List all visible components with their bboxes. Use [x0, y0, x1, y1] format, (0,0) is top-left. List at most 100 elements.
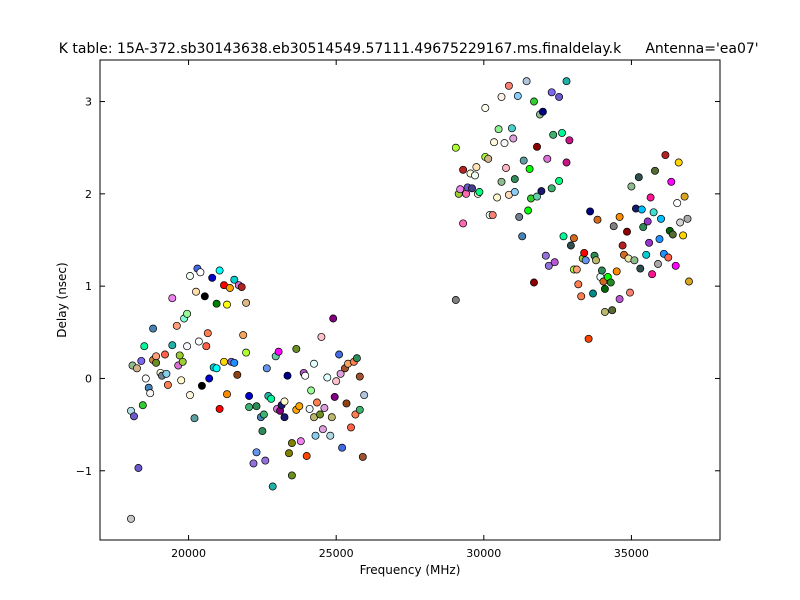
data-point: [685, 277, 693, 286]
data-point: [245, 392, 254, 400]
data-point: [203, 329, 212, 338]
data-point: [192, 287, 200, 296]
data-point: [225, 284, 234, 292]
data-point: [504, 81, 513, 90]
data-point: [558, 128, 566, 137]
data-point: [522, 77, 531, 86]
data-point: [223, 300, 231, 309]
data-point: [646, 193, 655, 202]
data-point: [137, 356, 146, 365]
data-point: [671, 261, 680, 270]
data-point: [280, 397, 289, 406]
data-point: [559, 232, 568, 241]
data-point: [233, 370, 242, 379]
data-point: [183, 342, 192, 351]
data-point: [664, 253, 673, 262]
data-point: [239, 331, 248, 340]
data-point: [301, 371, 310, 380]
chart-subtitle: Antenna='ea07': [645, 41, 758, 57]
data-point: [292, 344, 301, 353]
x-tick-label: 35000: [614, 547, 649, 560]
data-point: [267, 394, 276, 403]
data-point: [513, 92, 522, 100]
data-point: [683, 214, 692, 223]
data-point: [146, 389, 155, 398]
data-point: [589, 289, 597, 298]
axes-background: [100, 60, 720, 540]
data-point: [636, 264, 645, 273]
data-point: [654, 260, 662, 268]
data-point: [205, 374, 214, 383]
data-point: [676, 218, 685, 227]
data-point: [500, 139, 509, 148]
data-point: [510, 175, 519, 184]
data-point: [132, 364, 141, 373]
data-point: [634, 173, 643, 182]
data-point: [208, 273, 217, 282]
data-point: [462, 189, 471, 198]
data-point: [657, 214, 665, 223]
data-point: [168, 341, 177, 350]
data-point: [280, 413, 289, 422]
data-point: [130, 412, 138, 421]
data-point: [572, 265, 581, 274]
data-point: [510, 188, 519, 196]
data-point: [584, 334, 593, 343]
data-point: [336, 369, 345, 378]
data-point: [327, 413, 336, 422]
data-point: [360, 391, 369, 400]
data-point: [305, 404, 314, 413]
data-point: [661, 151, 670, 160]
data-point: [307, 386, 316, 395]
data-point: [310, 359, 318, 368]
data-point: [220, 357, 228, 366]
data-point: [138, 401, 147, 410]
data-point: [149, 324, 158, 333]
data-point: [547, 88, 556, 97]
data-point: [612, 267, 621, 276]
y-tick-label: 0: [85, 372, 92, 385]
data-point: [140, 342, 149, 351]
data-point: [313, 398, 321, 407]
data-point: [323, 373, 332, 382]
data-point: [342, 399, 351, 408]
data-point: [134, 464, 143, 472]
data-point: [538, 107, 547, 116]
data-point: [459, 165, 468, 174]
y-axis: −1 0 1 2 3: [76, 96, 720, 478]
data-point: [186, 391, 194, 400]
data-point: [679, 231, 688, 240]
data-point: [200, 292, 209, 301]
data-point: [550, 258, 559, 267]
data-point: [168, 294, 177, 303]
data-point: [172, 321, 181, 330]
data-point: [608, 306, 617, 315]
data-point: [335, 350, 344, 359]
data-point: [547, 184, 556, 193]
data-point: [252, 402, 261, 411]
data-point: [497, 92, 506, 101]
data-point: [347, 423, 355, 432]
data-point: [212, 364, 221, 373]
data-point: [502, 164, 510, 172]
data-point: [358, 452, 367, 461]
data-point: [274, 347, 283, 356]
data-point: [320, 404, 329, 412]
data-point: [296, 437, 305, 446]
data-point: [215, 404, 224, 413]
data-point: [161, 350, 169, 359]
data-point: [152, 352, 161, 361]
chart-title: K table: 15A-372.sb30143638.eb30514549.5…: [59, 41, 622, 57]
data-point: [581, 256, 590, 265]
data-point: [615, 295, 624, 304]
data-point: [186, 272, 194, 280]
data-point: [533, 192, 541, 201]
data-point: [141, 374, 150, 383]
data-point: [268, 482, 277, 491]
data-point: [565, 136, 574, 145]
data-point: [456, 185, 465, 194]
data-point: [258, 427, 267, 436]
data-point: [252, 448, 261, 457]
data-point: [543, 154, 552, 163]
data-point: [451, 296, 460, 304]
